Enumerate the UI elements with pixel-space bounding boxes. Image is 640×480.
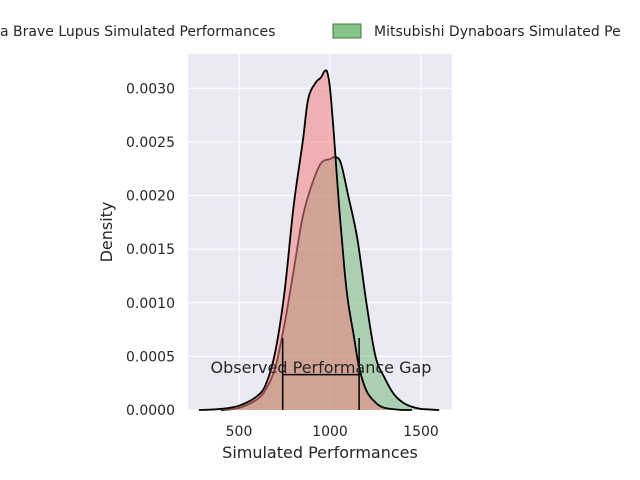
performance-gap-bracket xyxy=(281,338,360,410)
x-tick-labels: 500 1000 1500 xyxy=(226,424,439,440)
density-fill-0 xyxy=(198,70,412,411)
x-tick-label-0: 500 xyxy=(226,424,253,440)
density-areas xyxy=(198,69,440,411)
y-tick-label-1: 0.0005 xyxy=(126,349,175,365)
legend: a Brave Lupus Simulated Performances Mit… xyxy=(0,23,621,40)
density-outline-0 xyxy=(198,69,412,411)
x-tick-label-1: 1000 xyxy=(312,424,348,440)
y-tick-label-2: 0.0010 xyxy=(126,296,175,312)
x-axis-label: Simulated Performances xyxy=(222,443,418,462)
y-tick-label-4: 0.0020 xyxy=(126,189,175,205)
legend-label-dynaboars: Mitsubishi Dynaboars Simulated Pe xyxy=(374,24,621,40)
y-tick-label-6: 0.0030 xyxy=(126,81,175,97)
x-tick-label-2: 1500 xyxy=(403,424,439,440)
y-axis-label: Density xyxy=(97,202,116,263)
y-tick-label-0: 0.0000 xyxy=(126,403,175,419)
y-tick-label-3: 0.0015 xyxy=(126,242,175,258)
legend-swatch-dynaboars xyxy=(332,23,362,39)
legend-label-brave-lupus: a Brave Lupus Simulated Performances xyxy=(0,24,275,40)
y-tick-labels: 0.0000 0.0005 0.0010 0.0015 0.0020 0.0025 0.00… xyxy=(126,81,175,419)
y-tick-label-5: 0.0025 xyxy=(126,135,175,151)
performance-gap-annotation: Observed Performance Gap xyxy=(211,358,432,377)
